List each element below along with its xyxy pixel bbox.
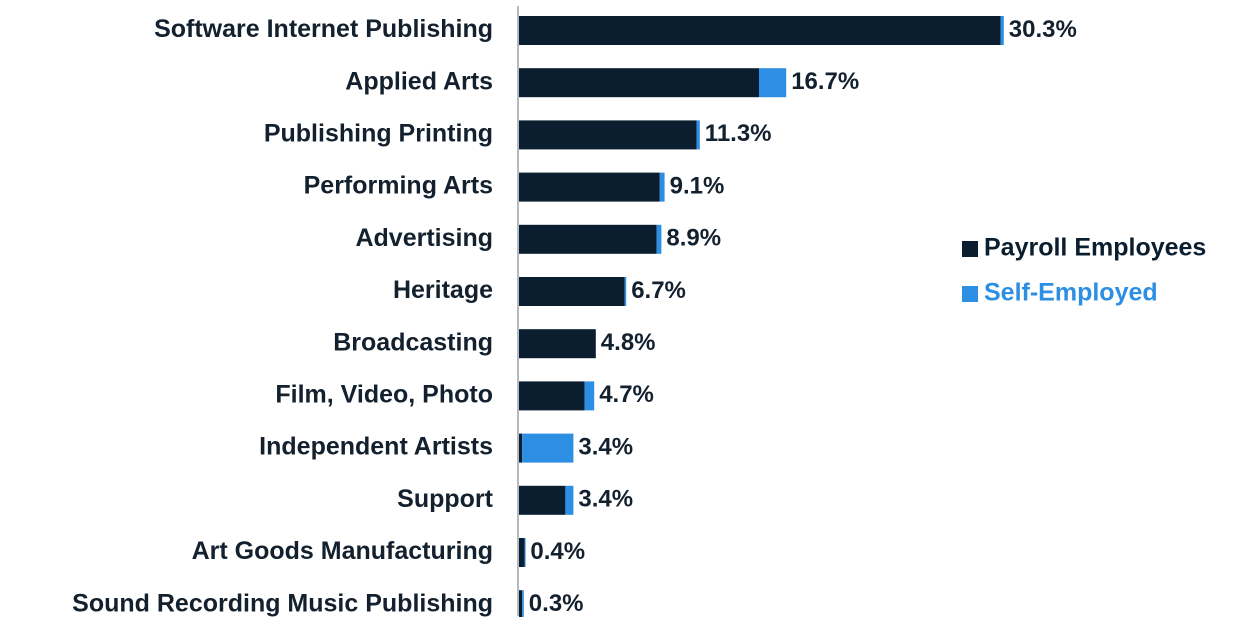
bar-segment-payroll xyxy=(519,433,523,463)
category-label: Publishing Printing xyxy=(264,120,493,148)
category-label: Sound Recording Music Publishing xyxy=(72,589,493,617)
legend-label-payroll: Payroll Employees xyxy=(984,234,1206,262)
bar-segment-self-employed xyxy=(522,590,524,617)
bar-segment-payroll xyxy=(519,329,596,359)
data-label: 6.7% xyxy=(631,277,686,304)
bar-segment-self-employed xyxy=(759,68,787,98)
data-label: 3.4% xyxy=(578,433,633,460)
data-label: 11.3% xyxy=(705,120,772,147)
bar-segment-payroll xyxy=(519,120,697,150)
category-label: Broadcasting xyxy=(333,328,493,356)
bar-segment-payroll xyxy=(519,590,523,617)
data-label: 4.7% xyxy=(599,381,654,408)
category-label: Software Internet Publishing xyxy=(154,15,493,43)
legend-swatch-payroll xyxy=(962,241,978,257)
data-label: 16.7% xyxy=(791,68,859,95)
bar-segment-self-employed xyxy=(524,538,526,567)
category-label: Advertising xyxy=(355,224,493,252)
category-label: Independent Artists xyxy=(259,433,493,461)
category-label: Film, Video, Photo xyxy=(275,381,493,409)
bar-segment-payroll xyxy=(519,224,657,254)
bar-segment-payroll xyxy=(519,485,566,515)
category-labels: Software Internet Publishing Applied Arts… xyxy=(72,15,494,617)
bar-segment-self-employed xyxy=(522,433,574,463)
data-label: 0.4% xyxy=(530,538,585,565)
bar-segment-payroll xyxy=(519,172,660,202)
category-label: Art Goods Manufacturing xyxy=(192,537,493,565)
legend-swatch-self-employed xyxy=(962,286,978,302)
bar-segment-payroll xyxy=(519,16,1001,45)
bar-segment-self-employed xyxy=(584,381,595,411)
category-label: Performing Arts xyxy=(304,172,493,200)
bar-segment-self-employed xyxy=(1000,16,1004,45)
value-labels: 30.3% 16.7% 11.3% 9.1% 8.9% 6.7% 4.8% 4.7% 3.4% 3… xyxy=(529,16,1077,617)
bar-segment-self-employed xyxy=(659,172,665,202)
data-label: 4.8% xyxy=(601,329,656,356)
data-label: 9.1% xyxy=(670,172,725,199)
bar-segment-payroll xyxy=(519,277,625,306)
data-label: 30.3% xyxy=(1009,16,1077,43)
bar-segment-self-employed xyxy=(696,120,700,150)
category-label: Support xyxy=(397,485,493,513)
category-label: Heritage xyxy=(393,276,493,304)
bar-segment-self-employed xyxy=(656,224,662,254)
category-label: Applied Arts xyxy=(345,67,493,95)
data-label: 0.3% xyxy=(529,590,584,617)
bar-segment-payroll xyxy=(519,381,585,411)
legend: Payroll Employees Self-Employed xyxy=(962,234,1206,307)
bars-group xyxy=(519,16,1004,617)
bar-segment-self-employed xyxy=(565,485,574,515)
bar-segment-payroll xyxy=(519,68,759,98)
data-label: 8.9% xyxy=(666,225,721,252)
bar-segment-self-employed xyxy=(624,277,627,306)
bar-segment-payroll xyxy=(519,538,525,567)
data-label: 3.4% xyxy=(578,486,633,513)
legend-label-self-employed: Self-Employed xyxy=(984,279,1158,307)
